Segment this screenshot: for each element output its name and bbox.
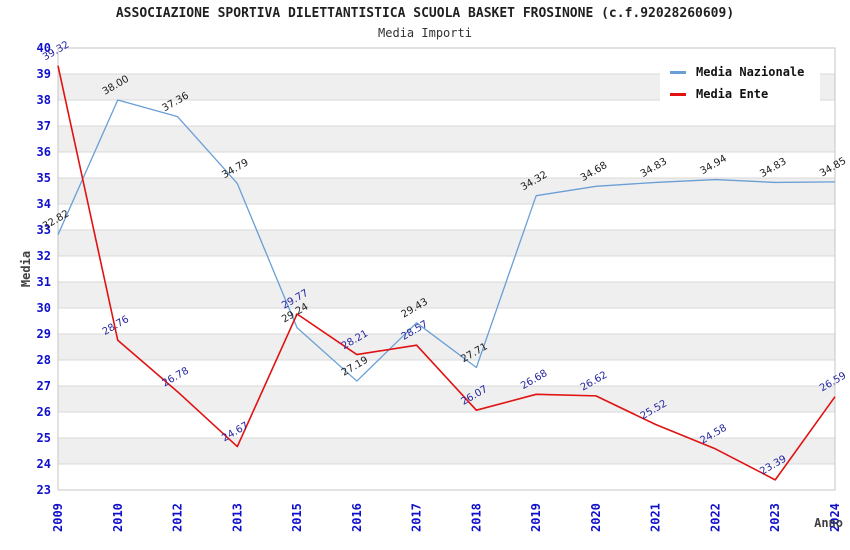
media-nazionale-line-icon <box>670 70 686 74</box>
svg-text:2017: 2017 <box>410 503 424 532</box>
svg-text:29: 29 <box>37 327 51 341</box>
svg-text:36: 36 <box>37 145 51 159</box>
svg-text:2013: 2013 <box>230 503 244 532</box>
svg-text:2012: 2012 <box>171 503 185 532</box>
svg-text:2018: 2018 <box>469 503 483 532</box>
media-ente-line-icon <box>670 92 686 96</box>
svg-text:34.94: 34.94 <box>698 153 728 177</box>
chart-title: ASSOCIAZIONE SPORTIVA DILETTANTISTICA SC… <box>115 6 735 21</box>
svg-text:34.85: 34.85 <box>818 156 848 180</box>
svg-text:2016: 2016 <box>350 503 364 532</box>
svg-text:Anno: Anno <box>814 516 843 530</box>
svg-text:25: 25 <box>37 431 51 445</box>
svg-text:28: 28 <box>37 353 51 367</box>
svg-text:34.83: 34.83 <box>639 156 669 180</box>
svg-text:35: 35 <box>37 171 51 185</box>
svg-text:31: 31 <box>37 275 51 289</box>
svg-text:24: 24 <box>37 457 51 471</box>
svg-text:2010: 2010 <box>111 503 125 532</box>
svg-text:38: 38 <box>37 93 51 107</box>
svg-text:33: 33 <box>37 223 51 237</box>
svg-text:2023: 2023 <box>768 503 782 532</box>
svg-text:39: 39 <box>37 67 51 81</box>
legend: Media Nazionale Media Ente <box>660 55 820 111</box>
svg-text:2019: 2019 <box>529 503 543 532</box>
svg-text:37: 37 <box>37 119 51 133</box>
svg-text:2009: 2009 <box>51 503 65 532</box>
legend-label-media-nazionale: Media Nazionale <box>696 65 805 79</box>
svg-text:40: 40 <box>37 41 51 55</box>
svg-text:26: 26 <box>37 405 51 419</box>
svg-text:32: 32 <box>37 249 51 263</box>
svg-text:2020: 2020 <box>589 503 603 532</box>
svg-text:Media: Media <box>19 251 33 287</box>
svg-text:32.82: 32.82 <box>41 208 71 232</box>
svg-text:2021: 2021 <box>649 503 663 532</box>
chart-subtitle: Media Importi <box>378 26 472 40</box>
svg-text:34: 34 <box>37 197 51 211</box>
svg-text:30: 30 <box>37 301 51 315</box>
svg-text:27: 27 <box>37 379 51 393</box>
legend-label-media-ente: Media Ente <box>696 87 769 101</box>
svg-text:2015: 2015 <box>290 503 304 532</box>
svg-text:34.83: 34.83 <box>758 156 788 180</box>
legend-entry-media-ente: Media Ente <box>668 83 820 105</box>
svg-text:2024: 2024 <box>828 503 842 532</box>
svg-text:2022: 2022 <box>708 503 722 532</box>
legend-entry-media-nazionale: Media Nazionale <box>668 61 820 83</box>
svg-text:23: 23 <box>37 483 51 497</box>
svg-text:34.79: 34.79 <box>220 157 250 181</box>
